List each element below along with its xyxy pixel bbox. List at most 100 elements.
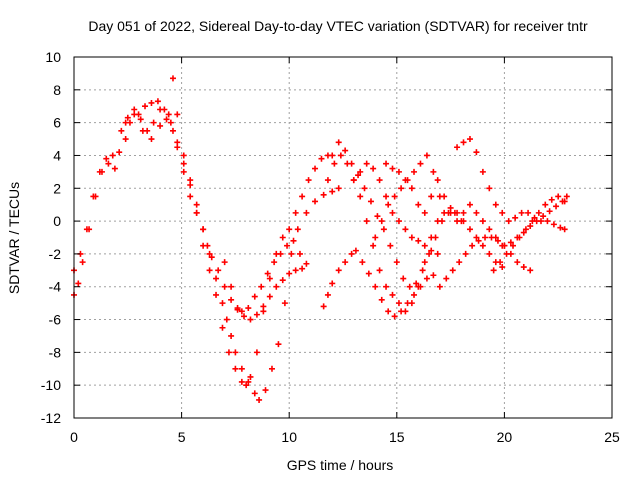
data-point	[479, 218, 486, 225]
data-point	[385, 308, 392, 315]
data-point	[460, 139, 467, 146]
data-point	[540, 213, 547, 220]
data-point	[434, 250, 441, 257]
chart-title: Day 051 of 2022, Sidereal Day-to-day VTE…	[88, 18, 588, 34]
data-point	[419, 267, 426, 274]
data-point	[238, 308, 245, 315]
data-point	[514, 259, 521, 266]
data-point	[154, 98, 161, 105]
data-point	[518, 209, 525, 216]
data-point	[527, 267, 534, 274]
data-point	[421, 259, 428, 266]
data-point	[180, 152, 187, 159]
data-point	[228, 332, 235, 339]
data-point	[486, 185, 493, 192]
data-point	[348, 250, 355, 257]
data-point	[411, 168, 418, 175]
data-point	[279, 234, 286, 241]
data-point	[411, 291, 418, 298]
data-point	[241, 313, 248, 320]
data-point	[482, 234, 489, 241]
data-point	[546, 208, 553, 215]
data-point	[284, 242, 291, 249]
data-point	[294, 226, 301, 233]
data-point	[391, 313, 398, 320]
data-point	[142, 103, 149, 110]
y-tick-label: 2	[53, 180, 61, 196]
data-point	[122, 119, 129, 126]
data-point	[389, 291, 396, 298]
data-point	[395, 168, 402, 175]
data-point	[105, 160, 112, 167]
data-point	[337, 152, 344, 159]
x-tick-label: 0	[70, 429, 78, 445]
data-point	[475, 237, 482, 244]
data-point	[563, 193, 570, 200]
x-tick-label: 15	[389, 429, 405, 445]
data-point	[264, 270, 271, 277]
data-point	[206, 250, 213, 257]
data-point	[180, 168, 187, 175]
data-point	[247, 316, 254, 323]
data-point	[174, 139, 181, 146]
data-point	[92, 193, 99, 200]
data-point	[335, 139, 342, 146]
data-point	[423, 275, 430, 282]
data-point	[492, 201, 499, 208]
data-point	[299, 193, 306, 200]
data-point	[103, 155, 110, 162]
data-point	[352, 247, 359, 254]
data-point	[281, 300, 288, 307]
data-point	[395, 300, 402, 307]
data-point	[415, 237, 422, 244]
data-point	[421, 242, 428, 249]
data-point	[260, 303, 267, 310]
data-point	[109, 152, 116, 159]
data-point	[253, 349, 260, 356]
data-point	[251, 293, 258, 300]
data-point	[161, 106, 168, 113]
data-point	[456, 259, 463, 266]
data-point	[324, 177, 331, 184]
data-point	[150, 119, 157, 126]
y-tick-label: -6	[49, 312, 62, 328]
data-point	[460, 209, 467, 216]
data-point	[213, 275, 220, 282]
data-point	[363, 218, 370, 225]
data-point	[357, 168, 364, 175]
data-point	[443, 275, 450, 282]
data-point	[79, 259, 86, 266]
data-point	[245, 378, 252, 385]
data-point	[329, 280, 336, 287]
axis-ticks: 0 5 10 15 20 25 -12 -10 -8 -6 -4 -2 0 2 4 6 8 10	[41, 49, 620, 445]
data-point	[215, 267, 222, 274]
data-point	[436, 283, 443, 290]
data-point	[387, 242, 394, 249]
data-point	[408, 300, 415, 307]
grid	[74, 57, 612, 418]
data-point	[486, 226, 493, 233]
data-point	[400, 275, 407, 282]
data-point	[389, 165, 396, 172]
data-point	[454, 218, 461, 225]
data-point	[75, 280, 82, 287]
data-point	[473, 209, 480, 216]
data-point	[438, 218, 445, 225]
data-point	[466, 136, 473, 143]
data-point	[393, 259, 400, 266]
data-point	[86, 226, 93, 233]
data-point	[473, 234, 480, 241]
data-point	[324, 291, 331, 298]
data-point	[533, 218, 540, 225]
data-point	[415, 201, 422, 208]
y-tick-label: -10	[41, 377, 61, 393]
y-tick-label: -12	[41, 410, 61, 426]
x-tick-label: 20	[497, 429, 513, 445]
data-point	[331, 160, 338, 167]
data-point	[466, 226, 473, 233]
data-point	[462, 250, 469, 257]
data-point	[378, 218, 385, 225]
y-tick-label: 10	[45, 49, 61, 65]
data-point	[247, 373, 254, 380]
data-point	[118, 127, 125, 134]
